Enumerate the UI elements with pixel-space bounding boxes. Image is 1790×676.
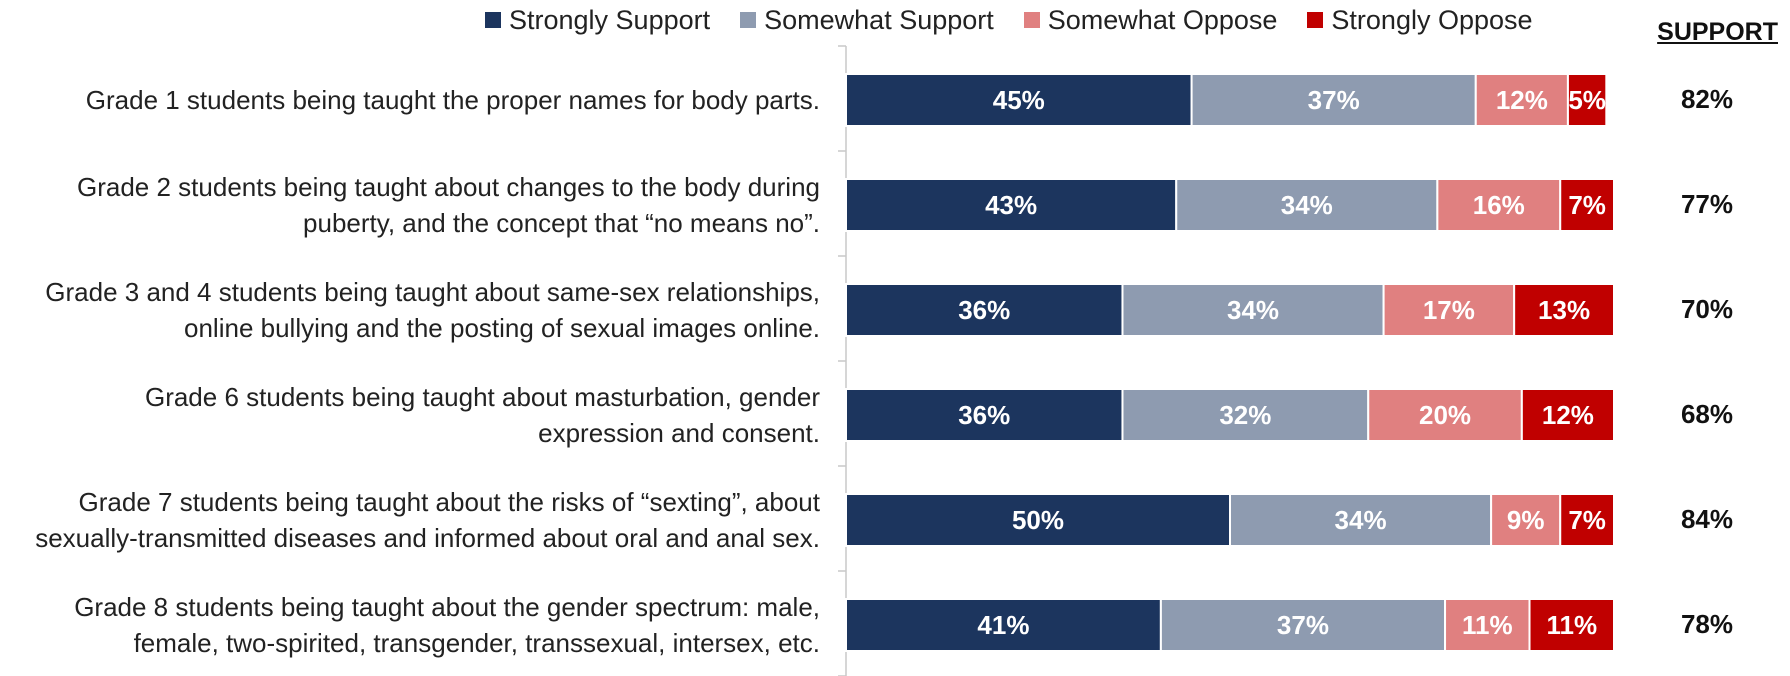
bar-segment <box>1121 388 1370 442</box>
row-label-line: Grade 1 students being taught the proper… <box>85 85 820 115</box>
legend-label-somewhat-oppose: Somewhat Oppose <box>1047 4 1278 35</box>
bar-data-label: 34% <box>1281 190 1333 220</box>
legend-item-somewhat-support: Somewhat Support <box>740 5 994 36</box>
bar-segment <box>1513 283 1616 337</box>
row-label-line: Grade 7 students being taught about the … <box>78 487 820 517</box>
bar-segment <box>1436 178 1562 232</box>
support-value: 68% <box>1680 399 1734 429</box>
bar-data-label: 17% <box>1423 295 1475 325</box>
bar-segment <box>1520 388 1615 442</box>
bar-segment <box>1367 388 1523 442</box>
row-label-line: Grade 6 students being taught about mast… <box>144 382 820 412</box>
bar-data-label: 37% <box>1277 610 1329 640</box>
row-label: Grade 6 students being taught about mast… <box>20 379 820 451</box>
bar-data-label: 32% <box>1219 400 1271 430</box>
row-label: Grade 3 and 4 students being taught abou… <box>20 274 820 346</box>
bar-data-label: 7% <box>1568 505 1606 535</box>
row-label: Grade 1 students being taught the proper… <box>20 82 820 118</box>
legend-swatch-strongly-support <box>485 12 501 28</box>
bar-segment <box>845 388 1124 442</box>
row-label-line: sexually-transmitted diseases and inform… <box>35 523 820 553</box>
legend-item-strongly-oppose: Strongly Oppose <box>1307 4 1533 36</box>
bar-data-label: 41% <box>977 610 1029 640</box>
legend-label-strongly-oppose: Strongly Oppose <box>1331 4 1533 35</box>
bar-data-label: 43% <box>985 190 1037 220</box>
legend-swatch-somewhat-support <box>740 12 757 28</box>
bar-data-label: 36% <box>958 295 1010 325</box>
bar-segment <box>1190 73 1477 127</box>
bar-segment <box>845 283 1124 337</box>
row-label-line: puberty, and the concept that “no means … <box>303 208 820 238</box>
row-label: Grade 7 students being taught about the … <box>20 484 820 556</box>
support-value: 84% <box>1680 504 1734 534</box>
bar-data-label: 16% <box>1473 190 1525 220</box>
row-label: Grade 2 students being taught about chan… <box>20 169 820 241</box>
support-value: 82% <box>1680 84 1734 114</box>
support-column-header: SUPPORT <box>1657 18 1778 46</box>
bar-segment <box>1559 493 1615 547</box>
support-value: 78% <box>1680 609 1734 639</box>
bar-data-label: 20% <box>1419 400 1471 430</box>
bar-segment <box>1382 283 1516 337</box>
bar-data-label: 13% <box>1538 295 1590 325</box>
support-value: 77% <box>1680 189 1734 219</box>
row-label-line: Grade 3 and 4 students being taught abou… <box>45 277 820 307</box>
bar-segment <box>1490 493 1562 547</box>
bar-data-label: 11% <box>1462 610 1513 640</box>
legend: Strongly Support Somewhat Support Somewh… <box>485 4 1533 36</box>
row-label-line: Grade 8 students being taught about the … <box>74 592 820 622</box>
bar-data-label: 11% <box>1546 610 1597 640</box>
legend-item-somewhat-oppose: Somewhat Oppose <box>1023 4 1278 36</box>
bar-data-label: 37% <box>1308 85 1360 115</box>
bar-data-label: 5% <box>1568 85 1606 115</box>
row-label-line: expression and consent. <box>538 418 820 448</box>
bar-data-label: 7% <box>1568 190 1606 220</box>
row-label-line: Grade 2 students being taught about chan… <box>77 172 820 202</box>
bar-segment <box>1159 598 1447 652</box>
bar-segment <box>1229 493 1493 547</box>
support-value: 70% <box>1680 294 1734 324</box>
legend-label-somewhat-support: Somewhat Support <box>764 4 994 35</box>
row-label-line: online bullying and the posting of sexua… <box>184 313 820 343</box>
bar-data-label: 34% <box>1335 505 1387 535</box>
bar-data-label: 36% <box>958 400 1010 430</box>
bar-segment <box>1566 73 1608 127</box>
bar-data-label: 9% <box>1507 505 1545 535</box>
bar-data-label: 34% <box>1227 295 1279 325</box>
bar-data-label: 12% <box>1496 85 1548 115</box>
bar-segment <box>845 598 1162 652</box>
bar-data-label: 45% <box>993 85 1045 115</box>
bar-segment <box>845 178 1178 232</box>
bar-data-label: 12% <box>1542 400 1594 430</box>
bar-data-label: 50% <box>1012 505 1064 535</box>
legend-swatch-somewhat-oppose <box>1023 12 1040 28</box>
row-label-line: female, two-spirited, transgender, trans… <box>133 628 820 658</box>
bar-segment <box>845 73 1193 127</box>
row-label: Grade 8 students being taught about the … <box>20 589 820 661</box>
legend-label-strongly-support: Strongly Support <box>509 4 711 35</box>
bar-segment <box>1528 598 1616 652</box>
bar-segment <box>1559 178 1615 232</box>
legend-swatch-strongly-oppose <box>1307 12 1324 28</box>
bar-segment <box>1444 598 1531 652</box>
legend-item-strongly-support: Strongly Support <box>485 5 710 36</box>
